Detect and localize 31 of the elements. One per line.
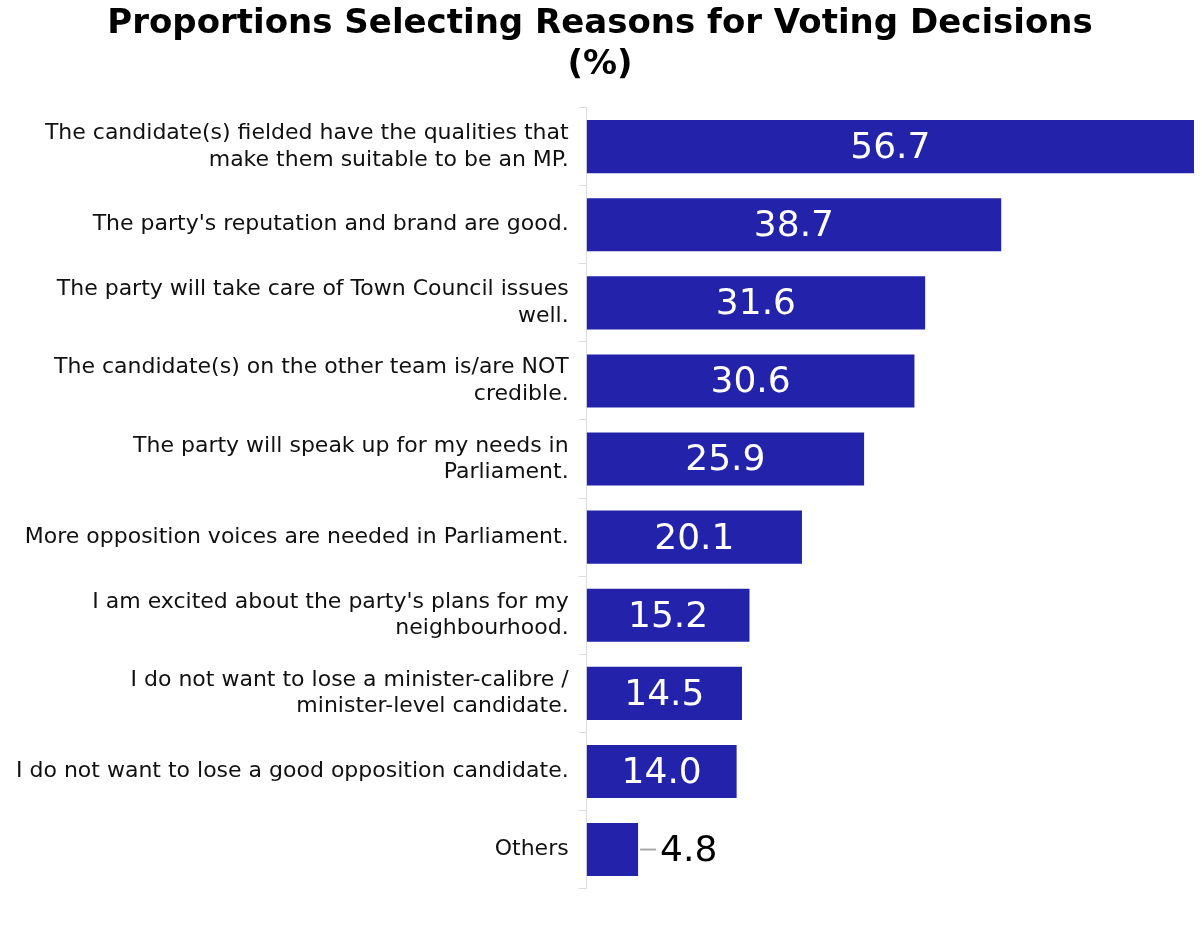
data-label: 4.8	[660, 827, 718, 869]
bar	[586, 510, 802, 564]
bar	[586, 198, 1002, 252]
bar	[586, 666, 742, 720]
chart-title: Proportions Selecting Reasons for Voting Decisions (%)	[107, 1, 1093, 83]
bar	[586, 276, 926, 330]
bar	[586, 120, 1194, 174]
data-label: 38.7	[753, 203, 835, 245]
bar	[586, 823, 639, 877]
bar	[586, 432, 865, 486]
y-tick-label: The candidate(s) fielded have the qualities that make them suitable to be an MP.	[43, 119, 570, 171]
bar	[586, 588, 750, 642]
bar	[586, 744, 737, 798]
y-tick-label: The party will take care of Town Council issues well.	[55, 275, 569, 327]
data-label: 14.0	[621, 749, 702, 791]
y-tick-label: Others	[494, 835, 569, 861]
y-tick-label: I do not want to lose a minister-calibre / minister-level candidate.	[130, 665, 570, 718]
data-label: 25.9	[685, 437, 766, 479]
y-tick-label: The party will speak up for my needs in Parliament.	[132, 431, 569, 483]
data-label: 56.7	[850, 125, 931, 167]
y-tick-label: The party's reputation and brand are good.	[91, 210, 569, 236]
data-label: 14.5	[624, 671, 705, 713]
data-label: 15.2	[628, 593, 709, 635]
data-label: 31.6	[715, 281, 796, 323]
y-tick-label: I am excited about the party's plans for my neighbourhood.	[92, 587, 569, 640]
data-label: 30.6	[710, 359, 791, 401]
y-tick-label: The candidate(s) on the other team is/are NOT credible.	[53, 353, 570, 405]
y-tick-label: More opposition voices are needed in Parliament.	[24, 522, 569, 548]
bar	[586, 354, 915, 408]
data-label: 20.1	[654, 515, 735, 557]
y-tick-label: I do not want to lose a good opposition candidate.	[15, 757, 569, 783]
